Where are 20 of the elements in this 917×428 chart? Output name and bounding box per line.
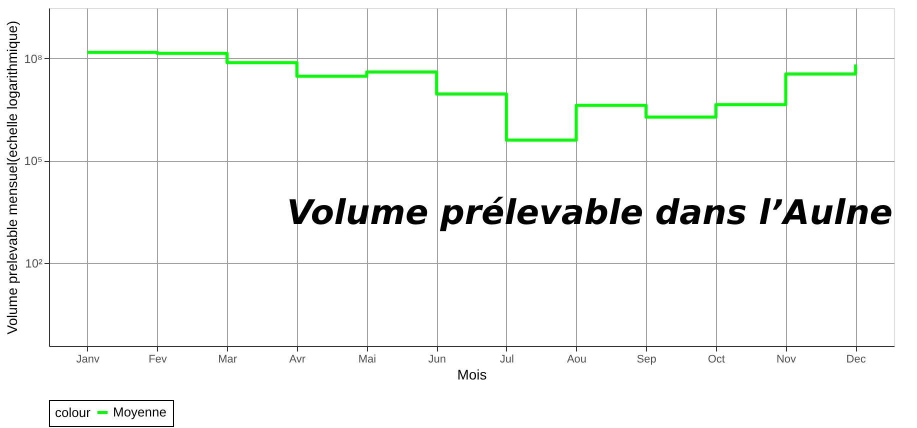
y-tick-label: 10⁸ (24, 52, 42, 66)
x-axis-title: Mois (457, 366, 487, 382)
y-tick-label: 10⁵ (24, 154, 43, 168)
x-tick-label: Mai (358, 354, 376, 366)
x-tick-label: Mar (218, 354, 238, 366)
y-axis-title: Volume prelevable mensuel(echelle logarithmique) (4, 20, 20, 334)
x-tick-label: Janv (76, 354, 100, 366)
x-tick-label: Aou (566, 354, 587, 366)
x-tick-label: Oct (708, 354, 725, 366)
x-tick-label: Nov (776, 354, 797, 366)
x-tick-label: Fev (148, 354, 168, 366)
y-tick-label: 10² (25, 256, 43, 271)
x-tick-label: Avr (289, 354, 306, 366)
annotation: Volume prélevable dans l’Aulne (286, 193, 893, 234)
x-tick-label: Sep (636, 354, 656, 366)
x-tick-label: Jun (428, 354, 446, 366)
legend-label: Moyenne (113, 404, 166, 420)
x-tick-label: Jul (500, 354, 514, 366)
x-tick-label: Dec (846, 354, 866, 366)
legend-title: colour (55, 405, 92, 420)
